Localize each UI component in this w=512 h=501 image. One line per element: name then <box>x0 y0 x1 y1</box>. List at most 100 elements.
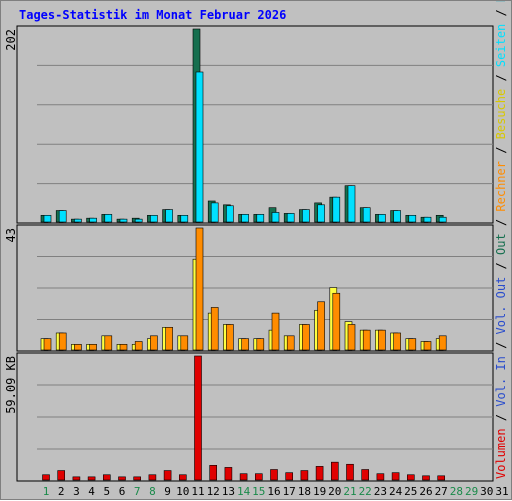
bar-volumen <box>270 469 278 481</box>
legend-entry: / <box>494 2 508 24</box>
x-tick-label: 1 <box>43 485 50 498</box>
bar-volumen <box>422 475 430 481</box>
bar-volumen <box>103 474 111 481</box>
bar-rechner <box>226 324 234 351</box>
x-tick-label: 21 <box>343 485 356 498</box>
legend-entry: / <box>494 67 508 89</box>
x-tick-label: 18 <box>298 485 311 498</box>
x-tick-label: 9 <box>164 485 171 498</box>
bar-volumen <box>330 461 339 481</box>
chart-title: Tages-Statistik im Monat Februar 2026 <box>19 8 287 22</box>
bar-rechner <box>180 335 189 351</box>
x-tick-label: 11 <box>191 485 204 498</box>
bar-seiten <box>286 213 295 223</box>
bar-seiten <box>226 205 234 223</box>
bar-seiten <box>241 214 249 223</box>
bar-volumen <box>179 474 187 481</box>
x-tick-label: 19 <box>313 485 326 498</box>
bar-seiten <box>256 214 265 223</box>
x-tick-label: 29 <box>465 485 478 498</box>
y-max-label: 43 <box>4 228 18 242</box>
bar-rechner <box>438 335 447 351</box>
x-tick-label: 8 <box>149 485 156 498</box>
legend-entry: Rechner <box>494 161 508 212</box>
legend-entry: Seiten <box>494 24 508 67</box>
bar-volumen <box>239 473 248 481</box>
bar-rechner <box>150 335 158 351</box>
x-tick-label: 31 <box>495 485 508 498</box>
bar-seiten <box>317 204 325 223</box>
bar-seiten <box>362 207 371 223</box>
x-tick-label: 20 <box>328 485 341 498</box>
bar-volumen <box>300 470 309 481</box>
right-legend: Volumen / Vol. In / Vol. Out / Out / Rec… <box>494 1 508 479</box>
bar-volumen <box>391 472 400 481</box>
x-tick-label: 24 <box>389 485 403 498</box>
legend-entry: Besuche <box>494 89 508 140</box>
y-max-label: 202 <box>4 29 18 51</box>
bar-seiten <box>89 217 97 223</box>
bar-seiten <box>195 71 204 223</box>
bar-rechner <box>210 307 219 351</box>
x-tick-label: 28 <box>450 485 463 498</box>
bar-volumen <box>87 476 96 481</box>
bar-volumen <box>361 469 370 481</box>
bar-seiten <box>438 216 447 223</box>
x-tick-label: 27 <box>435 485 448 498</box>
bar-volumen <box>57 470 66 481</box>
bar-rechner <box>241 338 249 351</box>
bar-seiten <box>134 218 143 223</box>
bar-rechner <box>256 338 265 351</box>
bar-volumen <box>346 463 354 481</box>
x-tick-label: 22 <box>359 485 372 498</box>
x-tick-label: 7 <box>134 485 141 498</box>
bar-rechner <box>317 301 325 351</box>
bar-seiten <box>378 214 386 223</box>
x-tick-label: 25 <box>404 485 417 498</box>
x-tick-label: 15 <box>252 485 265 498</box>
bar-rechner <box>119 344 128 351</box>
legend-entry: Volumen <box>494 428 508 479</box>
bar-rechner <box>408 338 417 351</box>
bar-rechner <box>74 344 82 351</box>
bar-rechner <box>332 292 341 351</box>
x-tick-label: 13 <box>222 485 235 498</box>
bar-rechner <box>104 335 113 351</box>
bar-rechner <box>347 324 356 351</box>
bar-volumen <box>42 474 50 481</box>
legend-entry: / <box>494 255 508 277</box>
legend-entry: Out <box>494 233 508 255</box>
bar-seiten <box>43 215 52 223</box>
bar-seiten <box>104 214 113 223</box>
bar-seiten <box>150 215 158 223</box>
bar-rechner <box>393 332 401 351</box>
legend-entry: / <box>494 407 508 429</box>
bar-rechner <box>165 327 173 351</box>
bar-seiten <box>210 202 219 223</box>
x-tick-label: 17 <box>283 485 296 498</box>
x-tick-label: 2 <box>58 485 65 498</box>
bar-volumen <box>133 476 141 481</box>
bar-rechner <box>286 335 295 351</box>
x-tick-label: 23 <box>374 485 387 498</box>
bar-rechner <box>302 324 310 351</box>
bar-rechner <box>378 329 386 351</box>
bar-volumen <box>72 476 81 481</box>
y-max-label: 59.09 KB <box>4 356 18 414</box>
x-tick-label: 4 <box>88 485 95 498</box>
bar-seiten <box>302 209 310 223</box>
bar-seiten <box>119 218 128 223</box>
bar-rechner <box>43 338 52 351</box>
x-tick-label: 26 <box>419 485 432 498</box>
bar-volumen <box>437 475 446 481</box>
bar-volumen <box>315 466 324 481</box>
bar-seiten <box>74 218 82 223</box>
x-tick-label: 16 <box>267 485 280 498</box>
bar-seiten <box>58 210 67 223</box>
bar-rechner <box>195 227 204 351</box>
bar-rechner <box>134 341 143 351</box>
bar-volumen <box>148 474 157 481</box>
bar-volumen <box>255 473 263 481</box>
bar-volumen <box>118 476 126 481</box>
